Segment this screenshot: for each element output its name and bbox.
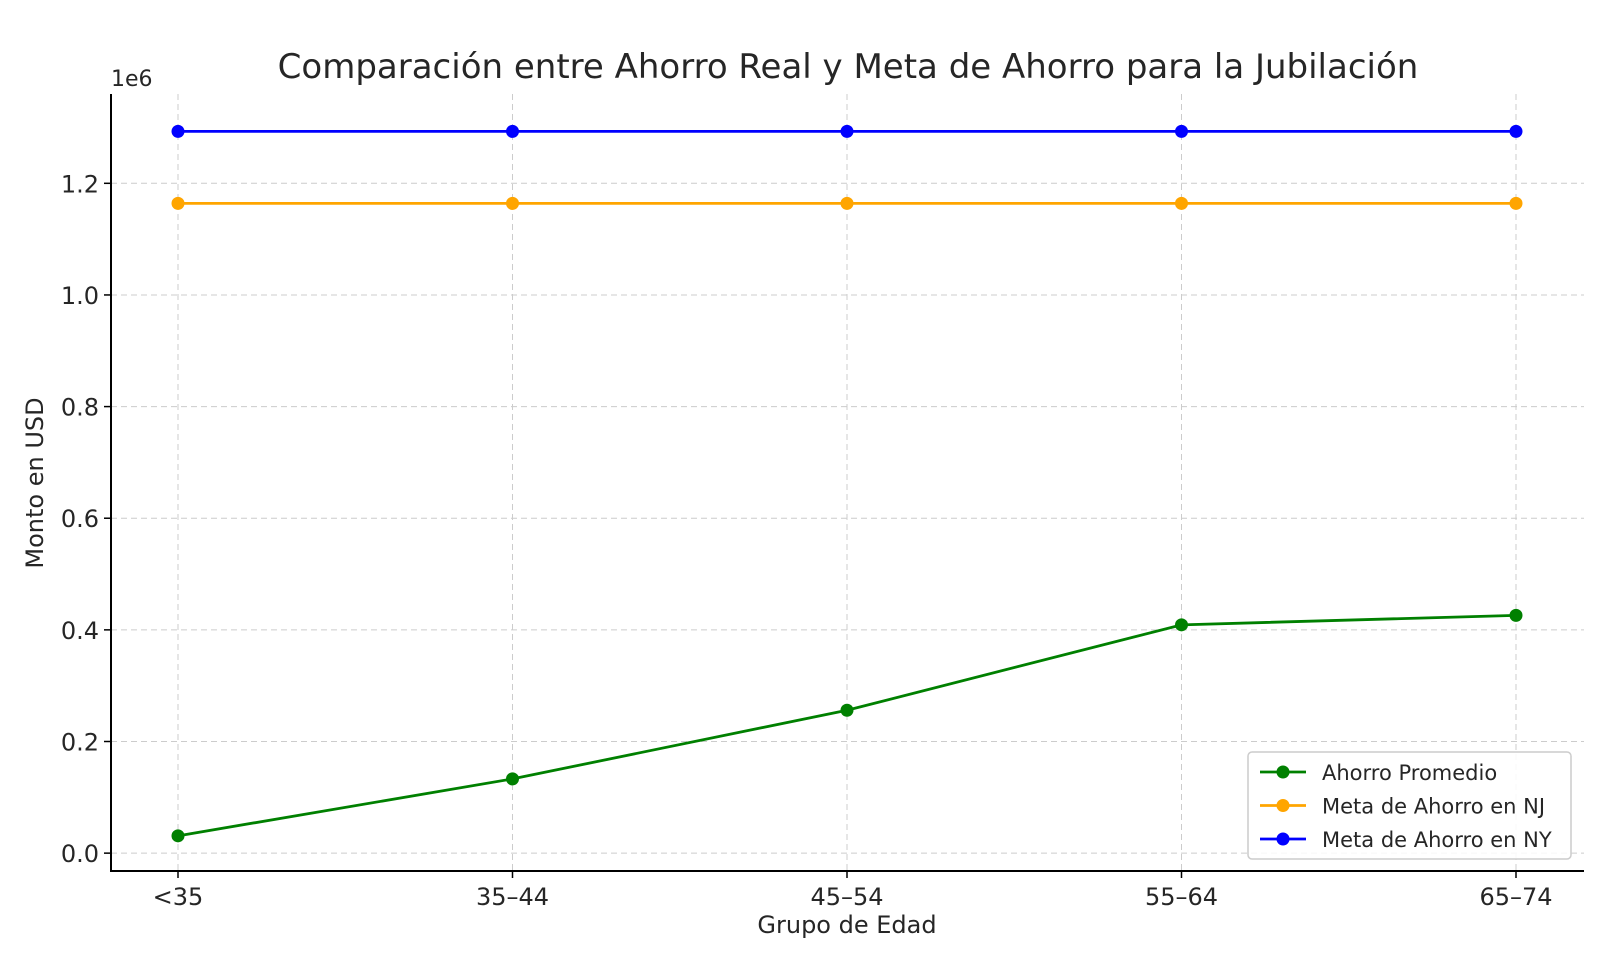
series-layer — [171, 124, 1523, 843]
series-point-0 — [1175, 618, 1188, 632]
y-tick-label: 0.6 — [61, 505, 99, 533]
y-offset-label: 1e6 — [111, 67, 153, 92]
series-point-1 — [840, 196, 854, 210]
series-point-1 — [1175, 196, 1188, 210]
y-tick-label: 0.4 — [61, 617, 99, 645]
y-tick-label: 1.2 — [61, 170, 99, 198]
legend-label-1: Meta de Ahorro en NJ — [1322, 795, 1545, 819]
x-tick-label: 35–44 — [476, 883, 549, 911]
series-point-0 — [1509, 608, 1523, 622]
series-point-1 — [1509, 196, 1523, 210]
y-tick-label: 0.8 — [61, 394, 99, 422]
series-point-1 — [506, 196, 519, 210]
series-point-2 — [171, 124, 185, 138]
y-axis-label: Monto en USD — [21, 397, 49, 568]
legend-label-0: Ahorro Promedio — [1322, 761, 1497, 785]
series-point-2 — [1509, 124, 1523, 138]
x-tick-label: <35 — [153, 883, 204, 911]
series-point-2 — [1175, 124, 1188, 138]
chart-title: Comparación entre Ahorro Real y Meta de … — [278, 47, 1419, 87]
x-tick-label: 65–74 — [1479, 883, 1552, 911]
series-point-0 — [506, 772, 519, 786]
series-point-0 — [171, 829, 185, 843]
y-tick-label: 0.0 — [61, 840, 99, 868]
y-tick-label: 1.0 — [61, 282, 99, 310]
x-tick-label: 45–54 — [810, 883, 883, 911]
y-tick-label: 0.2 — [61, 729, 99, 757]
series-point-2 — [840, 124, 854, 138]
tick-layer: 0.0 0.2 0.4 0.6 0.8 1.0 1.2 <35 35–44 45–54 55–64 6… — [61, 170, 1553, 911]
legend: Ahorro Promedio Meta de Ahorro en NJ Meta … — [1247, 751, 1572, 860]
legend-marker-2 — [1276, 832, 1290, 846]
legend-marker-1 — [1276, 799, 1290, 812]
x-tick-label: 55–64 — [1145, 883, 1218, 911]
series-point-1 — [171, 196, 185, 210]
legend-label-2: Meta de Ahorro en NY — [1322, 828, 1552, 852]
grid-layer — [111, 94, 1584, 871]
legend-marker-0 — [1276, 765, 1290, 779]
series-point-2 — [506, 124, 519, 138]
series-point-0 — [840, 703, 854, 717]
legend-box — [1247, 751, 1572, 860]
x-axis-label: Grupo de Edad — [757, 911, 936, 939]
